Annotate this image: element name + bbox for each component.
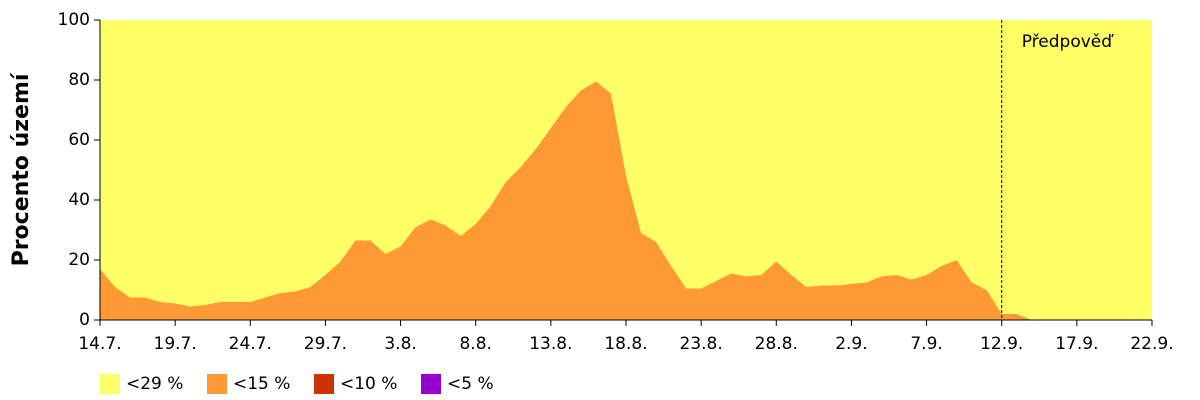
x-tick-label: 23.8.	[680, 334, 723, 354]
y-tick-label: 60	[68, 130, 90, 150]
x-tick-label: 13.8.	[529, 334, 572, 354]
legend-label: <5 %	[447, 374, 494, 394]
x-tick-label: 3.8.	[384, 334, 416, 354]
x-tick-label: 19.7.	[154, 334, 197, 354]
x-tick-label: 18.8.	[604, 334, 647, 354]
annotation: Předpověď	[1022, 32, 1115, 52]
y-axis-label: Procento území	[9, 72, 34, 266]
y-tick-label: 20	[68, 250, 90, 270]
legend-label: <29 %	[126, 374, 183, 394]
legend-label: <15 %	[233, 374, 290, 394]
x-tick-label: 2.9.	[835, 334, 867, 354]
x-tick-label: 8.8.	[459, 334, 491, 354]
x-tick-label: 12.9.	[980, 334, 1023, 354]
x-tick-label: 17.9.	[1055, 334, 1098, 354]
x-tick-label: 22.9.	[1130, 334, 1173, 354]
x-tick-label: 7.9.	[910, 334, 942, 354]
x-tick-label: 14.7.	[78, 334, 121, 354]
legend-swatch	[207, 374, 227, 394]
area	[100, 81, 1152, 320]
x-tick-label: 29.7.	[304, 334, 347, 354]
legend-swatch	[314, 374, 334, 394]
x-tick-label: 28.8.	[755, 334, 798, 354]
y-tick-label: 80	[68, 70, 90, 90]
legend-swatch	[100, 374, 120, 394]
y-tick-label: 100	[58, 10, 90, 30]
y-tick-label: 40	[68, 190, 90, 210]
y-tick-label: 0	[79, 310, 90, 330]
legend-label: <10 %	[340, 374, 397, 394]
x-tick-label: 24.7.	[229, 334, 272, 354]
legend-swatch	[421, 374, 441, 394]
